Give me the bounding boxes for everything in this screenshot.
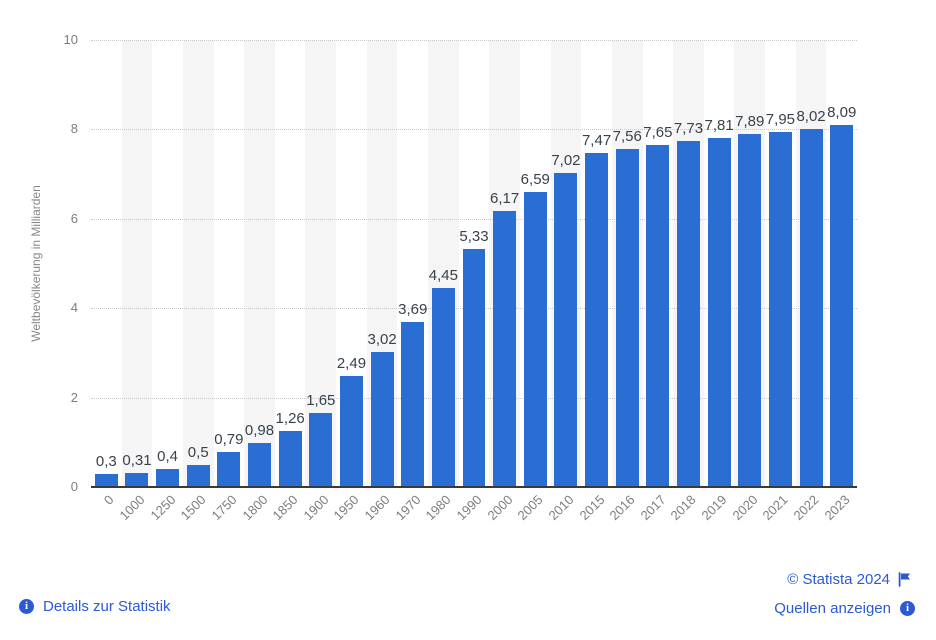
bar[interactable] [523, 192, 547, 487]
bar-value-label: 0,31 [122, 452, 152, 470]
y-tick-label: 10 [63, 32, 78, 47]
bar-column: 0,5 [182, 40, 214, 487]
bar[interactable] [554, 173, 578, 487]
y-tick-label: 4 [70, 300, 78, 316]
bar-value-label: 7,47 [581, 132, 612, 150]
bar-column: 5,33 [459, 40, 490, 487]
bar-column: 3,69 [397, 40, 428, 487]
bar[interactable] [585, 153, 609, 487]
bar-column: 0,31 [121, 40, 153, 487]
bar-value-label: 7,02 [551, 152, 581, 170]
bar-value-label: 0,79 [214, 430, 244, 448]
bar[interactable] [615, 149, 639, 487]
y-tick-label: 2 [70, 389, 78, 405]
bar[interactable] [278, 430, 302, 487]
bar-value-label: 6,59 [520, 171, 550, 189]
bar-value-label: 8,02 [796, 107, 826, 125]
bar-column: 1,65 [305, 40, 337, 487]
bar-column: 7,02 [550, 40, 582, 487]
bar-column: 7,47 [581, 40, 612, 487]
bar-value-label: 7,89 [735, 113, 765, 131]
bar-value-label: 7,73 [673, 120, 704, 138]
bar[interactable] [431, 288, 455, 487]
flag-icon[interactable] [898, 572, 911, 587]
bar-column: 7,73 [673, 40, 704, 487]
bar-value-label: 0,5 [187, 443, 209, 461]
bar-column: 2,49 [336, 40, 367, 487]
y-axis-ticks: 0 2 4 6 8 10 [30, 32, 78, 494]
bar[interactable] [186, 464, 210, 487]
bar-value-label: 7,81 [704, 116, 734, 134]
bar-column: 1,26 [275, 40, 306, 487]
info-icon[interactable]: i [900, 601, 915, 616]
bar[interactable] [830, 125, 854, 487]
bar[interactable] [156, 469, 180, 487]
plot-area: 0,3 0,31 0,4 0,5 0,79 0,98 1,26 1,65 2,49 3,02 3,6… [91, 40, 857, 487]
copyright: © Statista 2024 [787, 571, 911, 588]
bar-value-label: 0,98 [244, 422, 275, 440]
bar[interactable] [94, 473, 118, 487]
bar-value-label: 8,09 [827, 104, 857, 122]
bar-value-label: 7,65 [643, 124, 673, 142]
bar[interactable] [217, 451, 241, 487]
info-icon[interactable]: i [19, 599, 34, 614]
bar[interactable] [493, 211, 517, 487]
bar-column: 7,89 [734, 40, 766, 487]
sources-link[interactable]: Quellen anzeigen i [774, 600, 915, 617]
bar-column: 0,4 [152, 40, 183, 487]
bar[interactable] [646, 145, 670, 487]
bar[interactable] [339, 375, 363, 487]
bar-column: 7,95 [765, 40, 796, 487]
bar-value-label: 7,95 [765, 110, 796, 128]
gridline [91, 129, 857, 131]
bar-value-label: 0,3 [95, 452, 117, 470]
details-link-label[interactable]: Details zur Statistik [43, 598, 171, 615]
bar[interactable] [707, 137, 731, 487]
bar[interactable] [401, 322, 425, 487]
gridline [91, 218, 857, 220]
y-tick-label: 8 [70, 121, 78, 137]
bar[interactable] [248, 443, 271, 487]
bar[interactable] [677, 141, 700, 487]
bar[interactable] [768, 131, 792, 487]
bar-value-label: 0,4 [157, 448, 179, 466]
bar[interactable] [370, 352, 394, 487]
x-axis-line [91, 486, 857, 488]
copyright-label: © Statista 2024 [787, 571, 890, 588]
bar-column: 0,98 [244, 40, 275, 487]
sources-link-label[interactable]: Quellen anzeigen [774, 600, 891, 617]
bar-value-label: 3,69 [398, 301, 428, 319]
gridline [91, 40, 857, 41]
bar-value-label: 1,26 [275, 409, 305, 427]
bar-column: 4,45 [428, 40, 459, 487]
bar-column: 8,02 [795, 40, 827, 487]
bar-value-label: 2,49 [336, 354, 367, 372]
bar-column: 0,79 [214, 40, 245, 487]
details-link[interactable]: i Details zur Statistik [19, 598, 171, 615]
bar-column: 6,17 [489, 40, 520, 487]
bar-column: 0,3 [91, 40, 122, 487]
bar-column: 7,65 [643, 40, 674, 487]
bar[interactable] [125, 473, 149, 487]
bar-value-label: 6,17 [490, 190, 520, 208]
bar[interactable] [309, 413, 333, 487]
bar-value-label: 3,02 [367, 331, 397, 349]
bar-value-label: 7,56 [612, 128, 642, 146]
bar[interactable] [462, 248, 486, 487]
bar-column: 7,81 [704, 40, 735, 487]
bar[interactable] [738, 134, 762, 487]
bar-value-label: 1,65 [306, 392, 336, 410]
bar-column: 6,59 [520, 40, 551, 487]
bar[interactable] [799, 128, 823, 487]
bar-column: 3,02 [366, 40, 398, 487]
x-axis-labels: 0 1000 1250 1500 1750 1800 1850 1900 1950 1960 197… [91, 492, 857, 552]
chart-area: Weltbevölkerung in Milliarden 0 2 4 6 8 10 0,… [29, 32, 857, 552]
y-tick-label: 6 [70, 210, 78, 226]
bar-value-label: 4,45 [428, 267, 458, 285]
bar-column: 8,09 [826, 40, 857, 487]
bar-value-label: 5,33 [459, 227, 489, 245]
y-tick-label: 0 [70, 479, 78, 494]
bar-column: 7,56 [611, 40, 643, 487]
